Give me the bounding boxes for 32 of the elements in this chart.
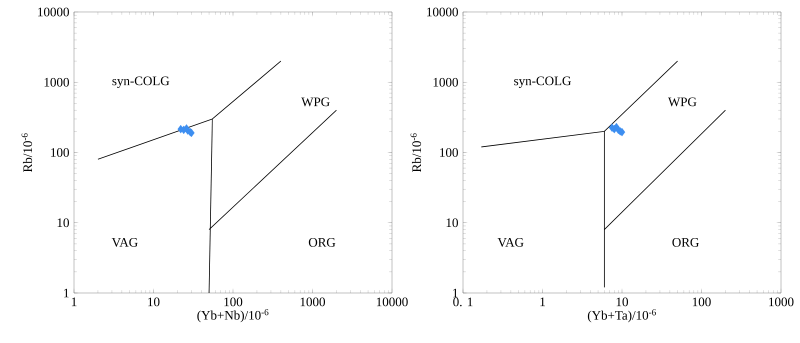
x-tick-label: 100 [224,298,242,306]
y-tick-label: 10000 [427,8,458,16]
y-tick-label: 1000 [44,78,69,87]
x-tick-label: 0. 1 [453,298,473,306]
x-tick-label: 1000 [300,298,326,306]
x-tick-label: 1 [72,298,76,306]
x-tick-label: 1 [540,298,545,306]
y-axis-title: Rb/10$^{-6}$ [410,133,422,172]
x-tick-label: 10 [616,298,628,306]
annotation: ORG [672,238,699,247]
y-tick-label: 10 [446,218,458,228]
y-tick-label: 100 [51,148,69,157]
x-tick-label: 10000 [376,298,408,306]
x-axis-title: (Yb+Nb)/10$^{-6}$ [197,309,268,322]
y-tick-label: 1000 [434,78,458,87]
annotation: VAG [498,238,524,247]
x-tick-label: 1000 [769,298,794,306]
y-tick-label: 100 [440,148,458,157]
x-tick-label: 10 [148,298,160,306]
y-tick-label: 1 [64,288,69,298]
annotation: syn-COLG [514,76,571,88]
y-axis-title: Rb/10$^{-6}$ [22,133,32,172]
y-tick-label: 10 [58,218,69,228]
x-axis-title: (Yb+Ta)/10$^{-6}$ [588,309,656,322]
annotation: syn-COLG [112,76,170,88]
annotation: WPG [668,98,696,106]
y-tick-label: 10000 [38,8,69,16]
y-tick-label: 1 [453,288,458,298]
annotation: VAG [112,238,138,247]
annotation: ORG [308,238,336,247]
annotation: WPG [301,98,330,106]
x-tick-label: 100 [692,298,711,306]
